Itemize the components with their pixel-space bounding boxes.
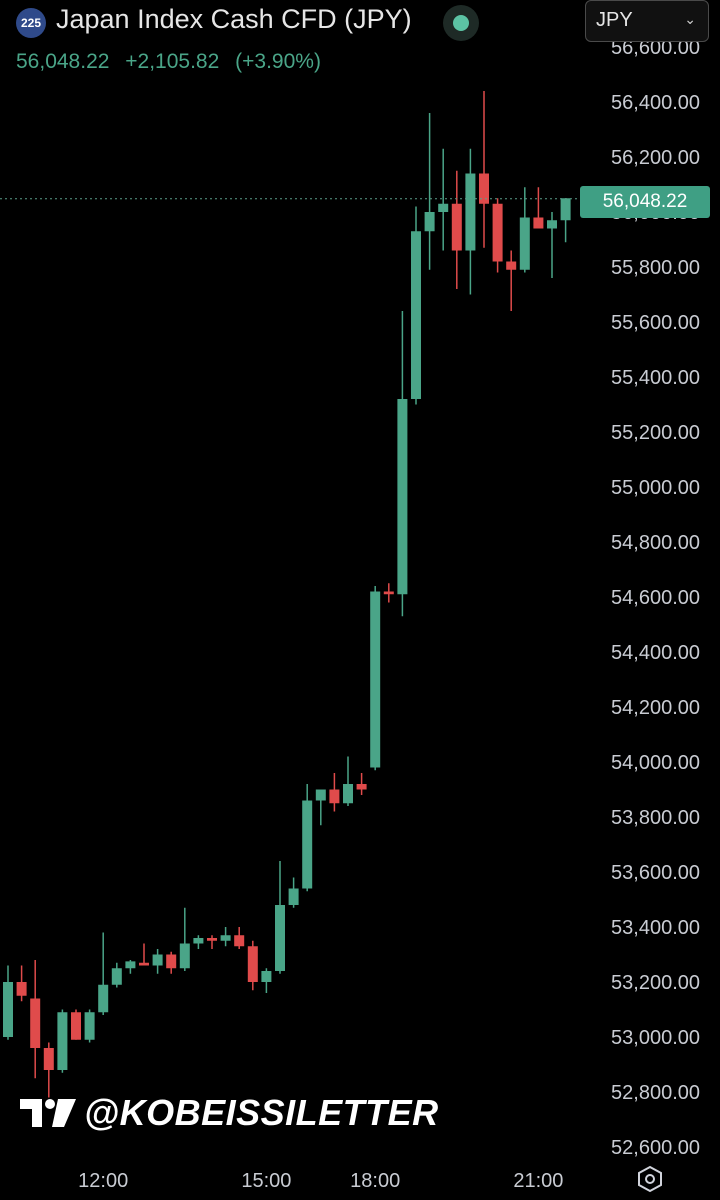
price-change-percent: (+3.90%) [235, 50, 321, 73]
x-tick-label: 12:00 [78, 1170, 128, 1192]
y-tick-label: 54,400.00 [611, 642, 700, 664]
candle-up[interactable] [560, 198, 571, 221]
candle-up[interactable] [193, 938, 204, 944]
candle-up[interactable] [179, 943, 190, 969]
candle-up[interactable] [397, 399, 408, 595]
candle-up[interactable] [424, 212, 435, 232]
candle-down[interactable] [207, 938, 217, 941]
candle-down[interactable] [43, 1048, 54, 1070]
candle-up[interactable] [370, 591, 381, 768]
candle-up[interactable] [261, 971, 272, 982]
candle-down[interactable] [247, 946, 258, 982]
candle-up[interactable] [125, 961, 136, 969]
settings-icon[interactable] [636, 1165, 664, 1193]
y-tick-label: 55,000.00 [611, 477, 700, 499]
y-tick-label: 55,800.00 [611, 257, 700, 279]
candle-down[interactable] [356, 784, 367, 790]
y-tick-label: 56,600.00 [611, 37, 700, 59]
candles-layer [3, 91, 571, 1098]
symbol-badge[interactable]: 225 [16, 8, 46, 38]
y-axis: 52,600.00 52,800.00 53,000.00 53,200.00 53,4… [611, 37, 700, 1159]
currency-select[interactable]: JPY ⌄ [585, 0, 709, 42]
candle-up[interactable] [547, 220, 557, 229]
price-change: +2,105.82 [125, 50, 220, 73]
y-tick-label: 56,200.00 [611, 147, 700, 169]
y-tick-label: 54,200.00 [611, 697, 700, 719]
candle-down[interactable] [16, 982, 27, 996]
candle-up[interactable] [220, 935, 231, 941]
candle-up[interactable] [3, 982, 13, 1037]
candle-up[interactable] [57, 1012, 68, 1070]
chevron-down-icon: ⌄ [684, 11, 696, 27]
candle-down[interactable] [451, 203, 462, 251]
y-tick-label: 55,200.00 [611, 422, 700, 444]
y-tick-label: 54,000.00 [611, 752, 700, 774]
tradingview-logo-icon [20, 1099, 76, 1127]
last-price: 56,048.22 [16, 50, 110, 73]
y-tick-label: 52,600.00 [611, 1137, 700, 1159]
y-tick-label: 53,000.00 [611, 1027, 700, 1049]
y-tick-label: 55,600.00 [611, 312, 700, 334]
candle-up[interactable] [343, 784, 353, 804]
y-tick-label: 53,800.00 [611, 807, 700, 829]
watermark-text: @KOBEISSILETTER [84, 1092, 439, 1133]
candle-up[interactable] [519, 217, 530, 270]
x-axis: 12:00 15:00 18:00 21:00 [78, 1170, 563, 1192]
y-tick-label: 53,600.00 [611, 862, 700, 884]
candle-down[interactable] [71, 1012, 81, 1040]
candle-down[interactable] [30, 998, 41, 1049]
candle-down[interactable] [506, 261, 517, 270]
quote-line: 56,048.22 +2,105.82 (+3.90%) [16, 50, 331, 74]
candle-down[interactable] [166, 954, 177, 969]
candle-up[interactable] [275, 905, 285, 971]
candle-up[interactable] [438, 203, 449, 212]
y-tick-label: 53,200.00 [611, 972, 700, 994]
candle-down[interactable] [383, 591, 394, 595]
chart-header: 225 Japan Index Cash CFD (JPY) 56,048.22… [0, 0, 720, 80]
x-tick-label: 21:00 [513, 1170, 563, 1192]
currency-value: JPY [596, 9, 633, 31]
candle-down[interactable] [533, 217, 544, 229]
candle-up[interactable] [98, 984, 109, 1013]
candle-down[interactable] [492, 203, 503, 262]
candle-up[interactable] [465, 173, 476, 251]
live-dot-icon [453, 15, 469, 31]
y-tick-label: 54,800.00 [611, 532, 700, 554]
candle-up[interactable] [111, 968, 122, 985]
candle-up[interactable] [302, 800, 313, 889]
instrument-title[interactable]: Japan Index Cash CFD (JPY) [56, 4, 412, 34]
y-tick-label: 55,400.00 [611, 367, 700, 389]
candle-up[interactable] [288, 888, 299, 906]
candle-up[interactable] [315, 789, 326, 801]
watermark: @KOBEISSILETTER [20, 1090, 439, 1136]
candle-up[interactable] [84, 1012, 95, 1040]
candle-down[interactable] [329, 789, 340, 804]
candle-down[interactable] [139, 962, 149, 966]
y-tick-label: 54,600.00 [611, 587, 700, 609]
candle-up[interactable] [152, 954, 163, 966]
x-tick-label: 18:00 [350, 1170, 400, 1192]
market-status-icon[interactable] [443, 5, 479, 41]
y-tick-label: 52,800.00 [611, 1082, 700, 1104]
last-price-tag: 56,048.22 [580, 186, 710, 218]
x-tick-label: 15:00 [241, 1170, 291, 1192]
candle-down[interactable] [479, 173, 489, 204]
candle-down[interactable] [234, 935, 245, 947]
y-tick-label: 56,400.00 [611, 92, 700, 114]
y-tick-label: 53,400.00 [611, 917, 700, 939]
candle-up[interactable] [411, 231, 421, 399]
